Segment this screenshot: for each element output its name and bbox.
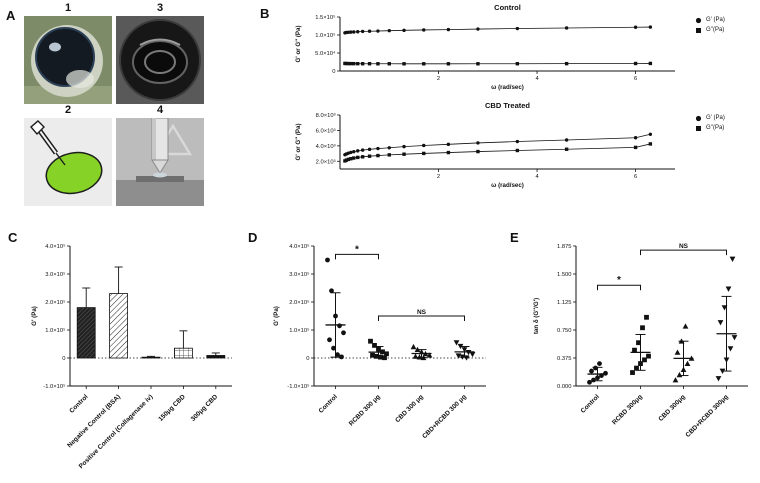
svg-text:3.0×10⁵: 3.0×10⁵ xyxy=(45,271,66,278)
tile-number-4: 4 xyxy=(156,104,164,116)
legend-row: G''(Pa) xyxy=(694,25,725,35)
legend-label: G' (Pa) xyxy=(706,17,725,23)
svg-text:*: * xyxy=(617,275,621,286)
svg-text:6: 6 xyxy=(634,76,637,82)
svg-text:Control: Control xyxy=(580,393,601,414)
svg-text:6: 6 xyxy=(634,174,637,180)
tile-number-3: 3 xyxy=(156,2,164,14)
legend-label: G''(Pa) xyxy=(706,27,725,33)
g-double-prime-marker-icon xyxy=(696,125,701,131)
legend-label: G''(Pa) xyxy=(706,125,725,131)
svg-text:CBD 300μg: CBD 300μg xyxy=(657,393,686,422)
svg-text:2: 2 xyxy=(437,174,440,180)
g-prime-bar-chart: -1.0×10⁵ 0 1.0×10⁵ 2.0×10⁵ 3.0×10⁵ 4.0×10⁵ G' … xyxy=(31,243,232,470)
tan-delta-scatter-chart: 0.000 0.375 0.750 1.125 1.500 1.875 tan δ (G''… xyxy=(533,243,748,439)
panel-c-label: C xyxy=(8,230,18,245)
tile-number-2: 2 xyxy=(64,104,72,116)
svg-text:0.375: 0.375 xyxy=(557,356,572,362)
svg-text:1.5×10⁵: 1.5×10⁵ xyxy=(315,14,336,21)
svg-text:-1.0×10⁵: -1.0×10⁵ xyxy=(43,383,66,390)
injection-illustration xyxy=(24,118,112,206)
eye-dish-photo xyxy=(116,16,204,104)
svg-text:NS: NS xyxy=(417,309,427,316)
svg-text:2: 2 xyxy=(437,76,440,82)
svg-text:G' (Pa): G' (Pa) xyxy=(273,306,280,326)
svg-text:8.0×10³: 8.0×10³ xyxy=(316,113,336,119)
svg-text:4.0×10⁵: 4.0×10⁵ xyxy=(45,243,66,250)
svg-text:0.750: 0.750 xyxy=(557,328,572,334)
svg-text:tan δ (G''/G'): tan δ (G''/G') xyxy=(533,298,540,334)
svg-text:0: 0 xyxy=(62,356,65,362)
svg-text:4.0×10³: 4.0×10³ xyxy=(316,144,336,150)
svg-text:4: 4 xyxy=(535,174,539,180)
injection-diagram xyxy=(24,118,112,206)
eye-photo xyxy=(24,16,112,104)
g-double-prime-marker-icon xyxy=(696,27,701,33)
svg-text:ω (rad/sec): ω (rad/sec) xyxy=(491,84,524,91)
svg-text:1.0×10⁵: 1.0×10⁵ xyxy=(289,327,310,334)
g-prime-marker-icon xyxy=(695,17,702,23)
svg-text:1.0×10⁵: 1.0×10⁵ xyxy=(45,327,66,334)
legend-row: G' (Pa) xyxy=(694,113,725,123)
panel-d-label: D xyxy=(248,230,258,245)
panel-a-label: A xyxy=(6,8,16,23)
svg-text:2.0×10³: 2.0×10³ xyxy=(316,159,336,165)
svg-text:1.0×10⁵: 1.0×10⁵ xyxy=(315,32,336,39)
svg-text:1.500: 1.500 xyxy=(557,272,572,278)
rheometer-illustration xyxy=(116,118,204,206)
legend-label: G' (Pa) xyxy=(706,115,725,121)
svg-text:G' (Pa): G' (Pa) xyxy=(31,306,38,326)
svg-text:0.000: 0.000 xyxy=(557,384,572,390)
svg-text:RCBD 300 μg: RCBD 300 μg xyxy=(348,393,382,427)
svg-text:0: 0 xyxy=(332,69,335,75)
svg-text:G' or G'' (Pa): G' or G'' (Pa) xyxy=(295,123,302,160)
svg-text:ω (rad/sec): ω (rad/sec) xyxy=(491,182,524,189)
svg-text:1.125: 1.125 xyxy=(557,300,572,306)
tile-number-1: 1 xyxy=(64,2,72,14)
cbd-chart-legend: G' (Pa) G''(Pa) xyxy=(694,113,725,133)
svg-text:2.0×10⁵: 2.0×10⁵ xyxy=(45,299,66,306)
svg-text:5.0×10⁴: 5.0×10⁴ xyxy=(315,50,336,57)
svg-text:RCBD 300μg: RCBD 300μg xyxy=(611,393,644,426)
svg-text:CBD+RCBD 300μg: CBD+RCBD 300μg xyxy=(684,393,729,438)
eye-photo-illustration xyxy=(24,16,112,104)
svg-text:1.875: 1.875 xyxy=(557,244,572,250)
control-frequency-sweep-chart: 0 5.0×10⁴ 1.0×10⁵ 1.5×10⁵ G' or G'' (Pa) 2 4 6 ω… xyxy=(295,14,675,91)
svg-text:300μg CBD: 300μg CBD xyxy=(190,393,220,423)
svg-text:4.0×10⁵: 4.0×10⁵ xyxy=(289,243,310,250)
control-chart-legend: G' (Pa) G''(Pa) xyxy=(694,15,725,35)
rheometer-photo xyxy=(116,118,204,206)
svg-text:Negative Control (BSA): Negative Control (BSA) xyxy=(66,393,122,449)
svg-text:0: 0 xyxy=(306,356,309,362)
eye-dish-illustration xyxy=(116,16,204,104)
svg-text:*: * xyxy=(355,244,359,255)
svg-text:6.0×10³: 6.0×10³ xyxy=(316,128,336,134)
svg-text:Control: Control xyxy=(318,393,339,414)
svg-text:CBD 300 μg: CBD 300 μg xyxy=(394,393,425,424)
panel-e-label: E xyxy=(510,230,519,245)
svg-text:3.0×10⁵: 3.0×10⁵ xyxy=(289,271,310,278)
control-chart-title: Control xyxy=(494,3,521,12)
svg-text:G' or G'' (Pa): G' or G'' (Pa) xyxy=(295,25,302,62)
svg-text:4: 4 xyxy=(535,76,539,82)
svg-text:Control: Control xyxy=(68,393,89,414)
svg-text:CBD+RCBD 300 μg: CBD+RCBD 300 μg xyxy=(421,393,468,440)
g-prime-marker-icon xyxy=(695,115,702,121)
legend-row: G' (Pa) xyxy=(694,15,725,25)
legend-row: G''(Pa) xyxy=(694,123,725,133)
svg-text:NS: NS xyxy=(679,243,689,250)
svg-text:-1.0×10⁵: -1.0×10⁵ xyxy=(287,383,310,390)
panel-b-label: B xyxy=(260,6,270,21)
svg-text:Positive Control (Collagenase: Positive Control (Collagenase iv) xyxy=(78,393,155,470)
cbd-chart-title: CBD Treated xyxy=(484,101,530,110)
svg-text:150μg CBD: 150μg CBD xyxy=(157,393,187,423)
cbd-frequency-sweep-chart: 2.0×10³ 4.0×10³ 6.0×10³ 8.0×10³ G' or G'' (P… xyxy=(295,113,675,189)
g-prime-scatter-chart: -1.0×10⁵ 0 1.0×10⁵ 2.0×10⁵ 3.0×10⁵ 4.0×10⁵ G' … xyxy=(273,243,486,440)
svg-text:2.0×10⁵: 2.0×10⁵ xyxy=(289,299,310,306)
